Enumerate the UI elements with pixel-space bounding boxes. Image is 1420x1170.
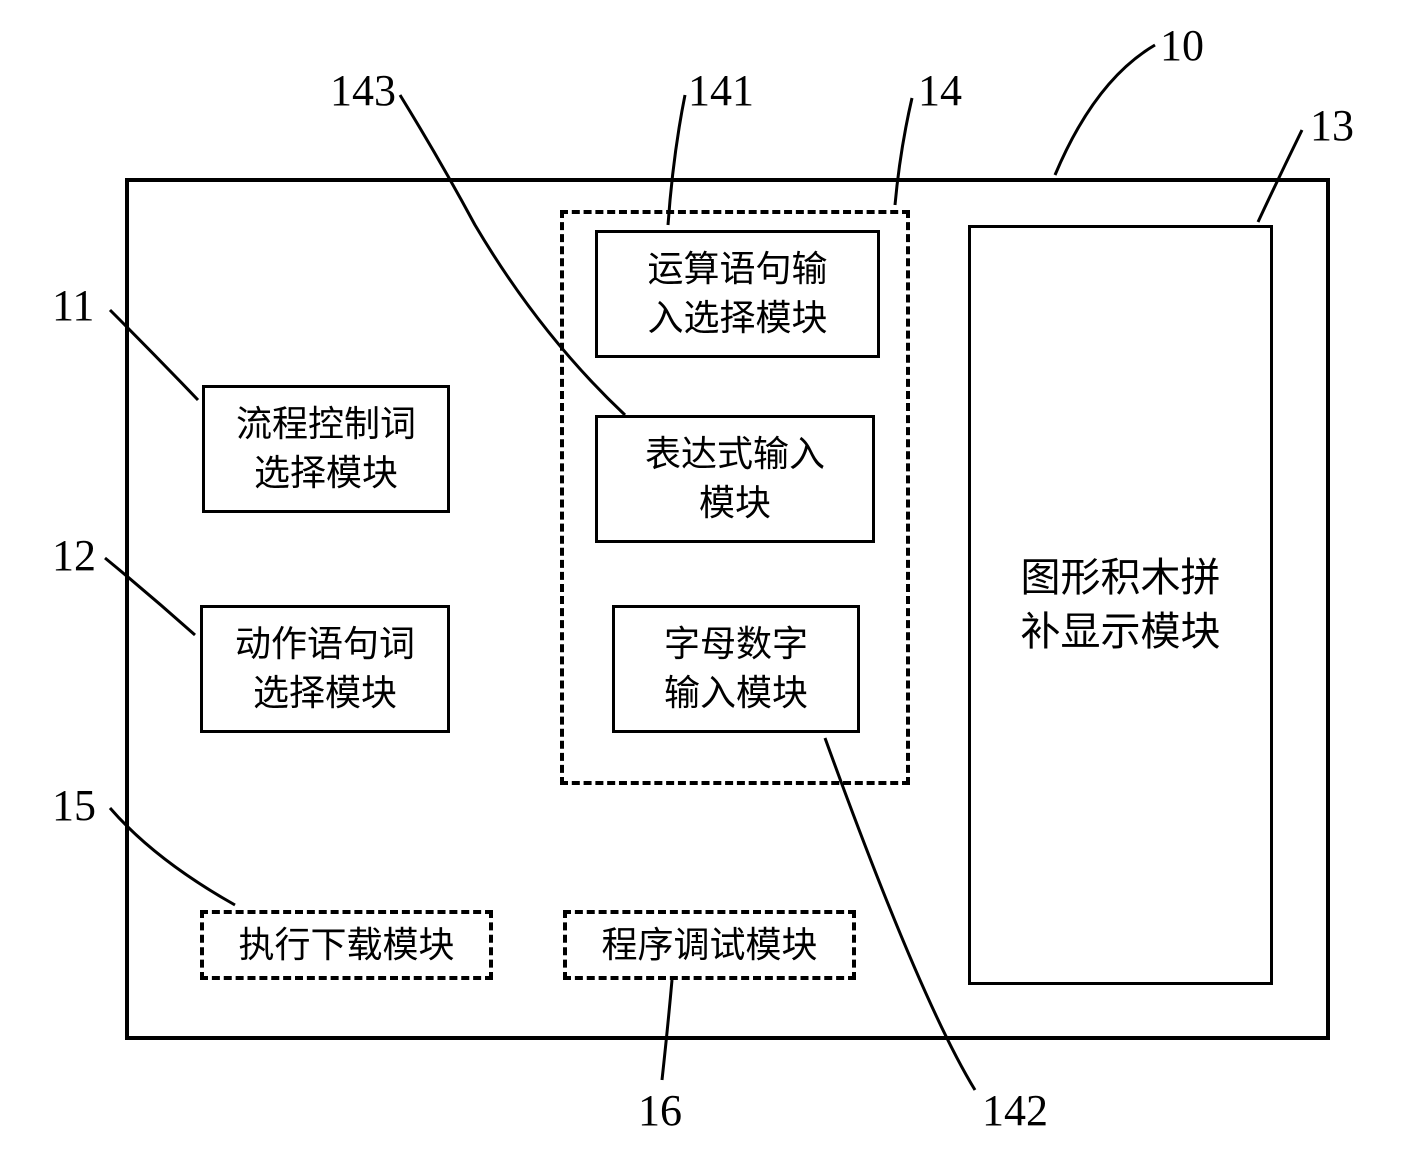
box-execute-download: 执行下载模块 (200, 910, 493, 980)
label-15: 15 (52, 780, 96, 831)
label-142: 142 (982, 1085, 1048, 1136)
label-16: 16 (638, 1085, 682, 1136)
label-14: 14 (918, 65, 962, 116)
label-12: 12 (52, 530, 96, 581)
box-operation-input: 运算语句输入选择模块 (595, 230, 880, 358)
box-action-statement: 动作语句词选择模块 (200, 605, 450, 733)
box-process-control: 流程控制词选择模块 (202, 385, 450, 513)
label-13: 13 (1310, 100, 1354, 151)
box-alphanumeric-input: 字母数字输入模块 (612, 605, 860, 733)
box-expression-input: 表达式输入模块 (595, 415, 875, 543)
label-10: 10 (1160, 20, 1204, 71)
box-program-debug: 程序调试模块 (563, 910, 856, 980)
label-141: 141 (688, 65, 754, 116)
box-graphic-block-display: 图形积木拼补显示模块 (968, 225, 1273, 985)
label-143: 143 (330, 65, 396, 116)
diagram-canvas: 流程控制词选择模块 动作语句词选择模块 运算语句输入选择模块 表达式输入模块 字… (0, 0, 1420, 1170)
label-11: 11 (52, 280, 94, 331)
